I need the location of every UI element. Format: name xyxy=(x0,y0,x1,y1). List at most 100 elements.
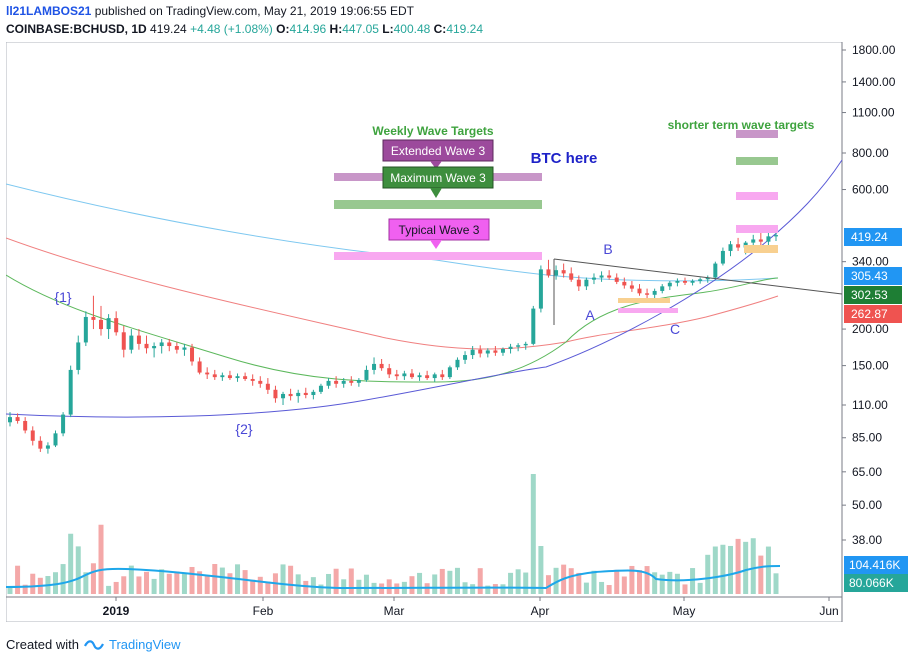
time-tick-label: May xyxy=(673,604,696,618)
candle xyxy=(736,237,741,251)
volume-bar xyxy=(667,571,673,594)
price-scale[interactable]: 1800.00 1400.00 1100.00 800.00 600.00 340.00 2… xyxy=(842,43,896,547)
volume-bar xyxy=(303,580,309,594)
candle xyxy=(584,277,589,291)
tradingview-brand[interactable]: TradingView xyxy=(108,637,181,652)
candle xyxy=(675,278,680,287)
volume-bar xyxy=(212,564,218,594)
volume-bar xyxy=(470,584,476,594)
candle xyxy=(91,295,96,330)
volume-bar xyxy=(765,546,771,594)
candle xyxy=(409,369,414,379)
maximum-target-zone xyxy=(334,200,542,209)
time-tick-label: Mar xyxy=(384,604,405,618)
candle xyxy=(83,311,88,347)
chart-area[interactable]: Extended Wave 3 Maximum Wave 3 Typical W… xyxy=(5,41,912,623)
candle xyxy=(220,372,225,381)
candle xyxy=(76,335,81,375)
volume-bar xyxy=(674,573,680,594)
candle xyxy=(288,388,293,401)
volume-bar xyxy=(492,584,498,594)
candle xyxy=(326,378,331,389)
candle xyxy=(660,284,665,294)
svg-text:262.87: 262.87 xyxy=(851,307,888,321)
typical-target-zone xyxy=(334,252,542,260)
footer: Created with TradingView xyxy=(6,637,181,652)
candle xyxy=(637,284,642,296)
author-link[interactable]: ll21LAMBOS21 xyxy=(6,4,92,18)
volume-bar xyxy=(614,569,620,594)
volume-bar xyxy=(98,524,104,594)
candle xyxy=(182,343,187,356)
weekly-targets-title: Weekly Wave Targets xyxy=(372,124,493,138)
candle xyxy=(485,348,490,358)
candle xyxy=(478,345,483,358)
candle xyxy=(334,376,339,388)
candle xyxy=(114,311,119,336)
volume-ma-line xyxy=(5,565,781,590)
candle xyxy=(38,436,43,452)
candle xyxy=(561,263,566,278)
volume-bar xyxy=(250,579,256,594)
candle xyxy=(281,391,286,406)
candle xyxy=(417,372,422,381)
candle xyxy=(356,378,361,387)
price-change: +4.48 (+1.08%) xyxy=(190,22,273,36)
volume-bar xyxy=(530,474,536,594)
price-tick-label: 1800.00 xyxy=(852,43,896,57)
volume-bar xyxy=(697,582,703,594)
candle xyxy=(569,267,574,282)
candle xyxy=(318,383,323,394)
volume-bar xyxy=(500,584,506,594)
volume-bar xyxy=(363,574,369,594)
candle xyxy=(447,365,452,379)
high-value: 447.05 xyxy=(342,22,379,36)
price-tags: 419.24 305.43 302.53 262.87 104.416K 80.066K xyxy=(844,228,908,592)
price-tick-label: 600.00 xyxy=(852,183,889,197)
volume-bars xyxy=(5,474,781,594)
volume-bar xyxy=(743,541,749,594)
time-scale[interactable]: 2019 Feb Mar Apr May Jun xyxy=(103,597,839,618)
volume-bar xyxy=(515,569,521,594)
candle xyxy=(205,367,210,379)
price-tag: 419.24 xyxy=(844,228,902,246)
close-label: C: xyxy=(433,22,447,36)
symbol-info: COINBASE:BCHUSD, 1D 419.24 +4.48 (+1.08%… xyxy=(6,22,483,36)
candle xyxy=(713,261,718,280)
volume-bar xyxy=(485,585,491,594)
volume-bar xyxy=(181,573,187,594)
candle xyxy=(394,369,399,380)
volume-bar xyxy=(53,572,59,594)
created-with-text: Created with xyxy=(6,637,79,652)
wave-c-label: C xyxy=(670,321,680,337)
candle xyxy=(538,265,543,313)
volume-bar xyxy=(591,570,597,594)
price-tick-label: 38.00 xyxy=(852,533,882,547)
short-term-target-zones xyxy=(736,130,778,253)
volume-bar xyxy=(348,568,354,594)
volume-bar xyxy=(652,572,658,594)
price-tick-label: 85.00 xyxy=(852,431,882,445)
svg-text:302.53: 302.53 xyxy=(851,288,888,302)
volume-bar xyxy=(720,544,726,594)
volume-bar xyxy=(15,565,21,594)
candle xyxy=(68,365,73,418)
volume-bar xyxy=(356,579,362,594)
candle xyxy=(23,417,28,434)
volume-bar xyxy=(447,570,453,594)
volume-bar xyxy=(477,568,483,594)
short-target-3 xyxy=(736,192,778,200)
publish-info: ll21LAMBOS21 published on TradingView.co… xyxy=(6,4,414,18)
maximum-wave-label: Maximum Wave 3 xyxy=(390,171,486,185)
price-chart[interactable]: Extended Wave 3 Maximum Wave 3 Typical W… xyxy=(5,41,912,623)
price-tag: 305.43 xyxy=(844,267,902,285)
candle xyxy=(372,357,377,375)
wave-b-label: B xyxy=(603,241,612,257)
volume-bar xyxy=(295,574,301,594)
candle xyxy=(629,281,634,292)
close-value: 419.24 xyxy=(446,22,484,36)
candle xyxy=(349,376,354,386)
volume-bar xyxy=(705,554,711,594)
volume-bar xyxy=(599,581,605,594)
candle xyxy=(728,241,733,257)
